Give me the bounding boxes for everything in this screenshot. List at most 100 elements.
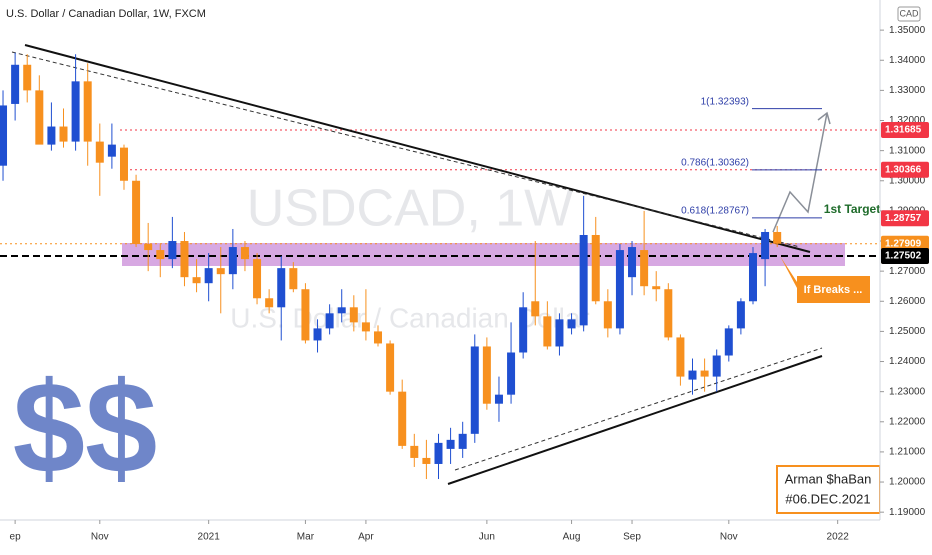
candle-body [95, 141, 104, 163]
y-tick-label: 1.31000 [889, 145, 926, 156]
callout-text: If Breaks ... [804, 284, 863, 296]
axis-labels: 1.19000 1.20000 1.21000 1.22000 1.23000 1.240… [10, 25, 929, 543]
x-tick-label: 2021 [198, 532, 221, 543]
candle-body [652, 286, 661, 290]
candle-body [543, 316, 552, 347]
price-badge [881, 122, 929, 138]
candle-body [47, 126, 56, 145]
price-badge-label: 1.27502 [885, 251, 922, 262]
trendline-dashed [11, 51, 801, 248]
candles [0, 52, 782, 480]
support-zone [122, 243, 845, 266]
candle-body [83, 81, 92, 142]
candle-body [567, 319, 576, 329]
y-tick-label: 1.30000 [889, 175, 926, 186]
y-tick-label: 1.20000 [889, 477, 926, 488]
candle-body [204, 268, 213, 284]
x-tick-label: Sep [623, 532, 641, 543]
candle-body [470, 346, 479, 434]
candle-body [253, 259, 262, 299]
candle-body [361, 322, 370, 332]
candle-body [216, 268, 225, 275]
candle-body [664, 289, 673, 338]
candle-body [11, 64, 20, 104]
time-axis [0, 520, 880, 550]
y-tick-label: 1.19000 [889, 507, 926, 518]
candle-body [434, 442, 443, 464]
x-tick-label: Nov [720, 532, 738, 543]
candle-body [325, 313, 334, 329]
candle-body [289, 268, 298, 290]
y-tick-label: 1.33000 [889, 85, 926, 96]
candle-body [71, 81, 80, 142]
candle-body [700, 370, 709, 377]
callout [780, 256, 870, 303]
y-tick-label: 1.23000 [889, 386, 926, 397]
candle-body [228, 247, 237, 275]
candle-body [144, 244, 153, 251]
watermark-subtitle: U.S. Dollar / Canadian Dollar [230, 302, 590, 333]
author: Arman $haBan [785, 471, 872, 486]
price-badge [881, 248, 929, 265]
candle-body [265, 298, 274, 308]
candle-body [374, 331, 383, 344]
y-tick-label: 1.27000 [889, 266, 926, 277]
x-tick-label: 2022 [827, 532, 850, 543]
candle-body [119, 147, 128, 181]
x-tick-label: Jun [479, 532, 495, 543]
candle-body [446, 439, 455, 449]
candle-body [603, 301, 612, 329]
candle-body [494, 394, 503, 404]
candle-body [192, 277, 201, 284]
fib-label: 0.618(1.28767) [681, 206, 749, 217]
currency: CAD [899, 8, 919, 18]
y-tick-label: 1.34000 [889, 55, 926, 66]
candle-body [349, 307, 358, 323]
candle-body [240, 247, 249, 260]
x-tick-label: ep [10, 532, 22, 543]
candle-body [337, 307, 346, 314]
price-badge-label: 1.30366 [885, 164, 922, 175]
y-tick-label: 1.25000 [889, 326, 926, 337]
trendline [447, 355, 823, 485]
candle-body [531, 301, 540, 317]
watermark: USDCAD, 1W [247, 180, 573, 238]
candle-body [676, 337, 685, 377]
x-tick-label: Aug [563, 532, 581, 543]
x-tick-label: Apr [358, 532, 374, 543]
candle-body [579, 234, 588, 326]
price-badge [881, 210, 929, 227]
candle-body [748, 253, 757, 302]
candle-body [640, 250, 649, 287]
y-tick-label: 1.26000 [889, 296, 926, 307]
fib-label: 1(1.32393) [701, 96, 749, 107]
y-tick-label: 1.21000 [889, 447, 926, 458]
candle-body [168, 241, 177, 260]
y-tick-label: 1.22000 [889, 416, 926, 427]
candle-body [35, 90, 44, 145]
currency-box [897, 6, 921, 22]
candle-body [180, 241, 189, 278]
candle-body [398, 391, 407, 446]
y-tick-label: 1.35000 [889, 25, 926, 36]
candle-body [277, 268, 286, 308]
x-tick-label: Mar [297, 532, 315, 543]
signature-box [776, 465, 881, 514]
projection-arrow [772, 111, 831, 233]
trendline-dashed [454, 347, 823, 471]
fib-label: 0.786(1.30362) [681, 157, 749, 168]
x-tick-label: Nov [91, 532, 109, 543]
candle-body [507, 352, 516, 395]
y-tick-label: 1.24000 [889, 356, 926, 367]
price-badge-label: 1.28757 [885, 213, 922, 224]
candle-body [0, 105, 8, 166]
candle-body [301, 289, 310, 341]
price-badge-label: 1.31685 [885, 125, 922, 136]
candle-body [107, 144, 116, 157]
candle-body [313, 328, 322, 341]
candle-body [724, 328, 733, 356]
candle-body [591, 234, 600, 302]
